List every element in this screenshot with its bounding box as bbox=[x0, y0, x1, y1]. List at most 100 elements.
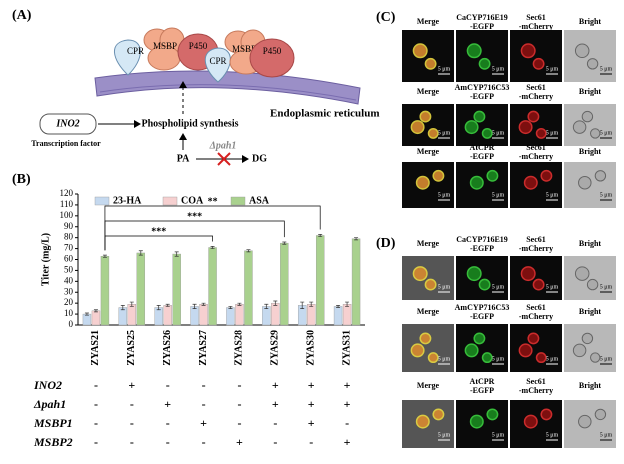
cell bbox=[466, 43, 482, 59]
micrograph bbox=[456, 324, 508, 372]
bar bbox=[82, 313, 92, 326]
error-bar bbox=[84, 312, 89, 316]
cell bbox=[486, 408, 499, 421]
genotype-name: Δpah1 bbox=[33, 397, 66, 411]
column-header: Merge bbox=[417, 307, 440, 316]
error-bar bbox=[228, 306, 233, 309]
scale-label: 5 μm bbox=[438, 130, 451, 136]
bar bbox=[199, 304, 208, 326]
bar bbox=[172, 253, 181, 326]
micrograph bbox=[564, 104, 616, 146]
byproduct-label: DG bbox=[252, 153, 267, 164]
genotype-name: MSBP1 bbox=[33, 416, 73, 430]
cell bbox=[523, 414, 538, 429]
column-header: Sec61 bbox=[526, 13, 546, 22]
cell bbox=[469, 175, 484, 190]
micrograph bbox=[402, 256, 454, 300]
legend-label: ASA bbox=[249, 195, 270, 206]
column-header: Sec61 bbox=[526, 83, 546, 92]
micrograph bbox=[564, 30, 616, 82]
legend-label: COA bbox=[181, 195, 204, 206]
significance-label: *** bbox=[151, 226, 166, 237]
cpr-label: CPR bbox=[127, 46, 144, 56]
y-tick-label: 80 bbox=[64, 232, 74, 242]
x-tick-label: ZYAS21 bbox=[90, 330, 101, 366]
cell bbox=[410, 120, 425, 135]
legend-swatch bbox=[94, 196, 110, 206]
bar bbox=[100, 256, 110, 326]
legend-swatch bbox=[230, 196, 246, 206]
cell bbox=[419, 332, 432, 345]
cpr bbox=[114, 39, 141, 76]
genotype-mark: + bbox=[344, 397, 351, 411]
column-header: CaCYP716E19 bbox=[456, 13, 508, 22]
scale-label: 5 μm bbox=[600, 192, 613, 198]
genotype-mark: + bbox=[308, 416, 315, 430]
genotype-mark: + bbox=[164, 397, 171, 411]
scale-label: 5 μm bbox=[600, 130, 613, 136]
cell bbox=[410, 343, 425, 358]
error-bar bbox=[273, 300, 278, 306]
genotype-name: INO2 bbox=[33, 378, 62, 392]
genotype-mark: + bbox=[344, 435, 351, 449]
cell bbox=[432, 169, 445, 182]
cell bbox=[540, 169, 553, 182]
p450-label: P450 bbox=[263, 46, 282, 56]
knockout-label: Δpah1 bbox=[209, 140, 237, 151]
column-header: Merge bbox=[417, 17, 440, 26]
error-bar bbox=[282, 241, 287, 245]
cpr bbox=[204, 47, 231, 83]
genotype-mark: - bbox=[130, 397, 134, 411]
cell bbox=[466, 266, 482, 282]
cell bbox=[518, 343, 533, 358]
cell bbox=[581, 110, 594, 123]
cell bbox=[481, 352, 493, 364]
scale-label: 5 μm bbox=[438, 192, 451, 198]
scale-label: 5 μm bbox=[546, 284, 559, 290]
scale-label: 5 μm bbox=[600, 432, 613, 438]
micrograph bbox=[456, 30, 508, 82]
cell bbox=[572, 343, 587, 358]
scale-label: 5 μm bbox=[546, 192, 559, 198]
y-tick-label: 30 bbox=[64, 286, 74, 296]
cell bbox=[586, 278, 599, 291]
gene-box bbox=[39, 113, 97, 135]
column-header: -mCherry bbox=[519, 312, 553, 321]
scale-label: 5 μm bbox=[546, 130, 559, 136]
cell bbox=[478, 278, 491, 291]
column-header: Merge bbox=[417, 147, 440, 156]
cell bbox=[590, 128, 601, 139]
y-tick-label: 40 bbox=[64, 275, 74, 285]
error-bar bbox=[237, 302, 242, 306]
column-header: -EGFP bbox=[470, 244, 494, 253]
scale-label: 5 μm bbox=[438, 356, 451, 362]
bar bbox=[315, 235, 325, 326]
genotype-mark: - bbox=[202, 378, 206, 392]
cell bbox=[427, 127, 439, 139]
cell bbox=[464, 120, 479, 135]
bar bbox=[262, 306, 271, 326]
column-header: -mCherry bbox=[519, 92, 553, 101]
p450 bbox=[249, 38, 295, 78]
genotype-mark: - bbox=[273, 416, 277, 430]
y-tick-label: 50 bbox=[64, 264, 74, 274]
column-header: -mCherry bbox=[519, 152, 553, 161]
column-header: Bright bbox=[579, 87, 602, 96]
genotype-mark: + bbox=[272, 397, 279, 411]
genotype-mark: - bbox=[130, 416, 134, 430]
significance-bracket bbox=[104, 220, 285, 251]
gene-label: INO2 bbox=[55, 118, 79, 129]
bar bbox=[244, 250, 253, 326]
error-bar bbox=[129, 301, 134, 307]
genotype-mark: - bbox=[166, 435, 170, 449]
column-header: AtCPR bbox=[470, 377, 495, 386]
micrograph bbox=[510, 104, 562, 146]
cell bbox=[527, 110, 540, 123]
column-header: Bright bbox=[579, 17, 602, 26]
cell bbox=[590, 352, 601, 363]
cpr-label: CPR bbox=[209, 56, 226, 66]
scale-label: 5 μm bbox=[546, 356, 559, 362]
cell bbox=[464, 343, 479, 358]
cell bbox=[520, 43, 536, 59]
